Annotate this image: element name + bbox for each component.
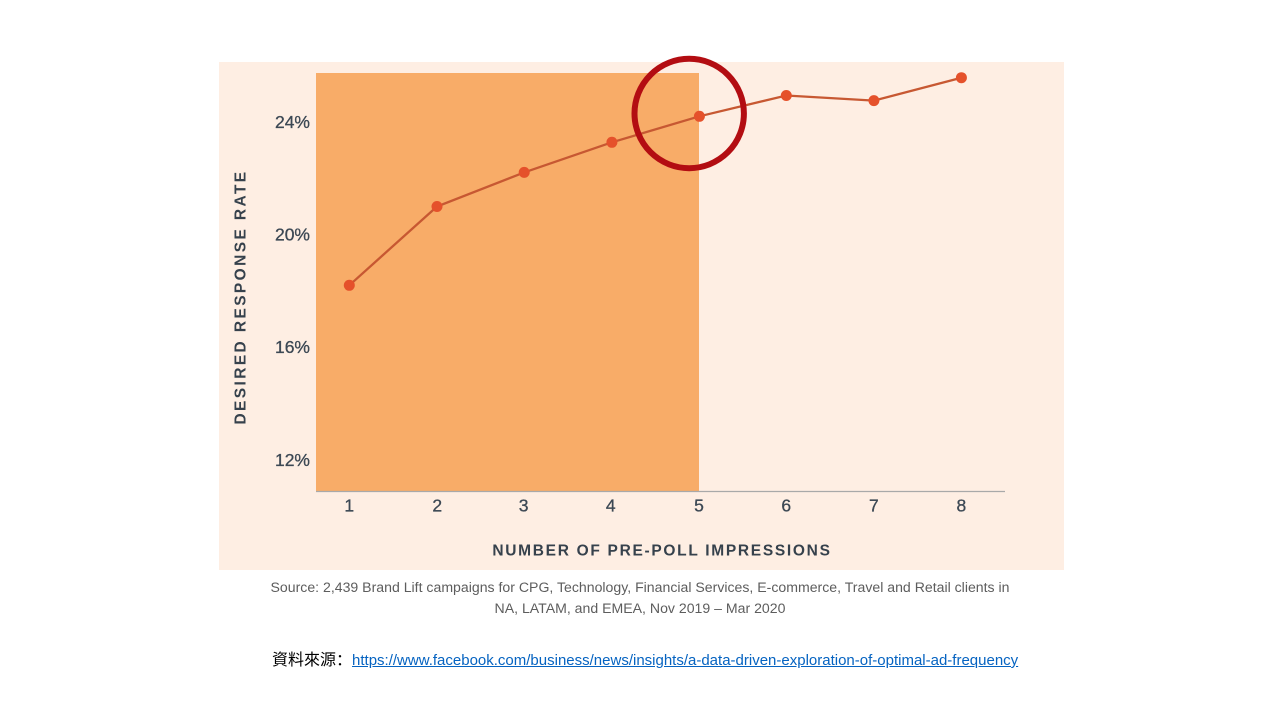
svg-text:16%: 16% — [275, 337, 310, 357]
svg-text:2: 2 — [432, 496, 442, 516]
svg-text:12%: 12% — [275, 450, 310, 470]
svg-text:8: 8 — [957, 496, 967, 516]
svg-text:DESIRED RESPONSE RATE: DESIRED RESPONSE RATE — [233, 169, 250, 424]
svg-text:20%: 20% — [275, 224, 310, 244]
svg-text:5: 5 — [694, 496, 704, 516]
svg-text:1: 1 — [344, 496, 354, 516]
svg-text:6: 6 — [781, 496, 791, 516]
svg-text:4: 4 — [606, 496, 616, 516]
svg-text:24%: 24% — [275, 112, 310, 132]
svg-text:7: 7 — [869, 496, 879, 516]
svg-text:NUMBER OF PRE-POLL IMPRESSIONS: NUMBER OF PRE-POLL IMPRESSIONS — [492, 543, 831, 560]
svg-text:3: 3 — [519, 496, 529, 516]
